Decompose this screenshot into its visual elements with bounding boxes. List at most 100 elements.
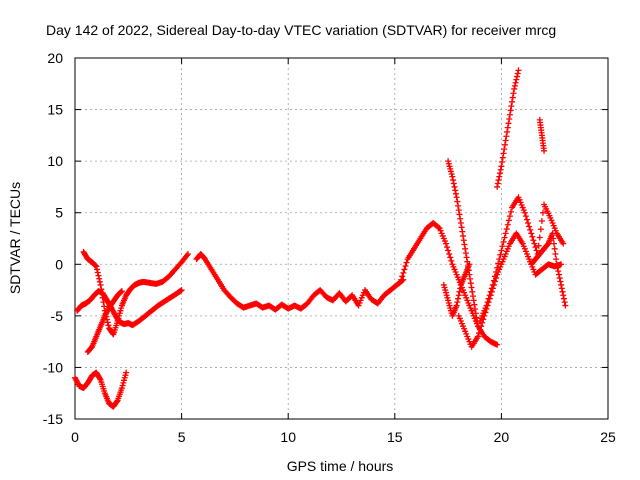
data-point (460, 232, 467, 239)
data-point (459, 228, 466, 235)
data-point (505, 120, 512, 127)
data-point (508, 103, 515, 110)
plot-frame (74, 57, 609, 420)
data-point (507, 208, 514, 215)
data-point (503, 133, 510, 140)
data-point (511, 82, 518, 89)
data-point (442, 240, 449, 247)
data-point (558, 285, 565, 292)
data-point (456, 211, 463, 218)
data-point (550, 240, 557, 247)
data-point (526, 223, 533, 230)
data-point (401, 266, 408, 273)
y-tick-label: 10 (47, 153, 63, 169)
data-point (96, 278, 103, 285)
data-point (448, 257, 455, 264)
x-tick-label: 15 (387, 429, 403, 445)
data-point (541, 147, 548, 154)
data-point (495, 260, 502, 267)
data-point (96, 375, 103, 382)
data-point (449, 173, 456, 180)
data-point (554, 264, 561, 271)
data-point (498, 163, 505, 170)
data-point (489, 281, 496, 288)
data-point (506, 213, 513, 220)
data-point (483, 302, 490, 309)
y-axis-label: SDTVAR / TECUs (7, 182, 23, 294)
data-point (92, 262, 99, 269)
data-point (97, 281, 104, 288)
data-point (98, 286, 105, 293)
data-point (494, 264, 501, 271)
data-point (462, 245, 469, 252)
data-point (452, 187, 459, 194)
data-point (99, 294, 106, 301)
data-point (477, 326, 484, 333)
data-point (560, 295, 567, 302)
y-tick-label: 5 (55, 205, 63, 221)
data-point (557, 278, 564, 285)
data-point (455, 202, 462, 209)
data-point (521, 209, 528, 216)
data-point (561, 299, 568, 306)
data-point (113, 398, 120, 405)
data-point (497, 251, 504, 258)
y-tick-label: -15 (43, 411, 63, 427)
data-point (118, 288, 125, 295)
data-point (471, 301, 478, 308)
data-point (559, 288, 566, 295)
series-arc-d (84, 288, 125, 355)
data-point (539, 209, 546, 216)
data-point (453, 194, 460, 201)
data-point (560, 292, 567, 299)
series-arc-k (477, 194, 567, 325)
data-point (504, 221, 511, 228)
data-point (514, 70, 521, 77)
data-point (490, 277, 497, 284)
y-tick-label: -5 (51, 308, 64, 324)
data-point (493, 269, 500, 276)
data-point (485, 295, 492, 302)
data-points (72, 67, 569, 410)
data-point (556, 275, 563, 282)
data-point (502, 137, 509, 144)
data-point (486, 292, 493, 299)
data-point (457, 215, 464, 222)
data-point (522, 213, 529, 220)
data-point (500, 150, 507, 157)
data-point (496, 256, 503, 263)
data-point (494, 180, 501, 187)
data-point (503, 226, 510, 233)
x-axis-label: GPS time / hours (287, 458, 394, 474)
series-arc-c (72, 369, 130, 410)
data-point (506, 116, 513, 123)
data-point (558, 281, 565, 288)
data-point (94, 266, 101, 273)
series-arc-f (398, 220, 501, 348)
data-point (399, 273, 406, 280)
data-point (536, 234, 543, 241)
data-point (549, 230, 556, 237)
data-point (504, 128, 511, 135)
data-point (474, 318, 481, 325)
y-tick-label: -10 (43, 359, 63, 375)
data-point (100, 299, 107, 306)
x-tick-label: 25 (600, 429, 616, 445)
data-point (527, 226, 534, 233)
data-point (457, 220, 464, 227)
data-point (511, 85, 518, 92)
data-point (553, 256, 560, 263)
data-point (512, 79, 519, 86)
data-point (537, 226, 544, 233)
data-point (105, 322, 112, 329)
data-point (501, 141, 508, 148)
data-point (509, 98, 516, 105)
data-point (455, 295, 462, 302)
x-tick-label: 5 (178, 429, 186, 445)
data-point (104, 319, 111, 326)
data-point (500, 238, 507, 245)
data-point (498, 247, 505, 254)
data-point (509, 94, 516, 101)
data-point (184, 250, 191, 257)
